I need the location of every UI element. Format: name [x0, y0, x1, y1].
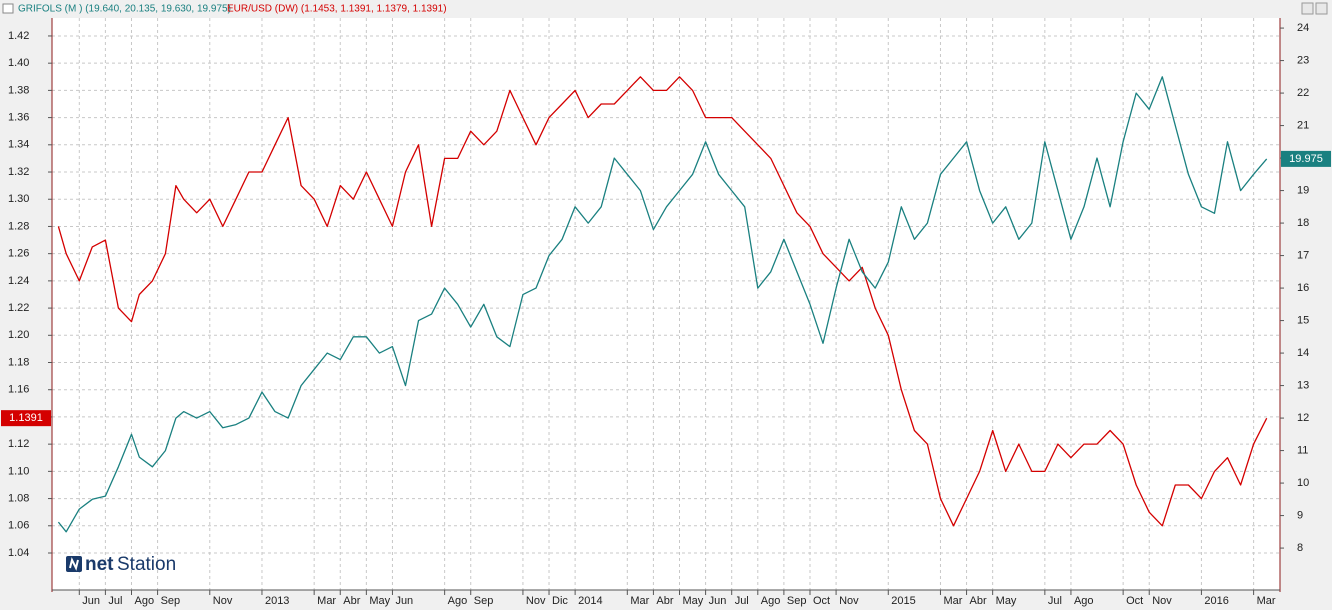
header-bar	[0, 0, 1332, 18]
legend-entry: EUR/USD (DW) (1.1453, 1.1391, 1.1379, 1.…	[227, 4, 447, 15]
x-tick-label: May	[369, 595, 390, 607]
y-tick-label: 1.12	[8, 438, 29, 450]
x-tick-label: Sep	[787, 595, 807, 607]
y-tick-label: 1.40	[8, 57, 29, 69]
y-tick-label: 1.38	[8, 84, 29, 96]
line-series	[57, 76, 1268, 527]
last-value-badge	[1281, 150, 1331, 167]
x-tick-label: Nov	[213, 595, 233, 607]
x-tick-label: Jul	[735, 595, 749, 607]
x-tick-label: May	[996, 595, 1017, 607]
last-value-label: 1.1391	[9, 412, 43, 424]
header-icon	[2, 3, 14, 14]
line-series	[57, 76, 1268, 533]
y2-tick-label: 10	[1297, 477, 1309, 489]
y-tick-label: 1.22	[8, 302, 29, 314]
y2-tick-label: 16	[1297, 282, 1309, 294]
y2-tick-label: 23	[1297, 54, 1309, 66]
y-tick-label: 1.10	[8, 465, 29, 477]
y-tick-label: 1.08	[8, 492, 29, 504]
last-value-label: 19.975	[1289, 153, 1323, 165]
x-tick-label: 2015	[891, 595, 915, 607]
watermark: net Station	[66, 554, 176, 575]
y-tick-label: 1.30	[8, 193, 29, 205]
y2-tick-label: 17	[1297, 249, 1309, 261]
y-tick-label: 1.24	[8, 275, 29, 287]
x-tick-label: Nov	[839, 595, 859, 607]
x-tick-label: Nov	[1152, 595, 1172, 607]
x-tick-label: Jul	[108, 595, 122, 607]
y-tick-label: 1.16	[8, 384, 29, 396]
y-tick-label: 1.32	[8, 166, 29, 178]
y-tick-label: 1.18	[8, 356, 29, 368]
x-tick-label: Mar	[1257, 595, 1276, 607]
x-tick-label: Sep	[161, 595, 181, 607]
x-tick-label: Ago	[134, 595, 154, 607]
x-tick-label: Ago	[1074, 595, 1094, 607]
y-tick-label: 1.04	[8, 547, 29, 559]
x-tick-label: Nov	[526, 595, 546, 607]
x-tick-label: May	[683, 595, 704, 607]
x-tick-label: Sep	[474, 595, 494, 607]
watermark-text: Station	[117, 554, 176, 575]
x-tick-label: Abr	[656, 595, 673, 607]
y-tick-label: 1.26	[8, 248, 29, 260]
y2-tick-label: 15	[1297, 314, 1309, 326]
watermark-icon-glyph	[69, 557, 79, 571]
x-tick-label: Jun	[709, 595, 727, 607]
y-tick-label: 1.42	[8, 30, 29, 42]
y2-tick-label: 18	[1297, 217, 1309, 229]
last-value-badge	[1, 410, 51, 427]
x-tick-label: Jul	[1048, 595, 1062, 607]
x-tick-label: Jun	[395, 595, 413, 607]
toolbar-button[interactable]	[1315, 2, 1328, 15]
y-tick-label: 1.34	[8, 139, 29, 151]
x-tick-label: Abr	[343, 595, 360, 607]
lines	[57, 76, 1268, 533]
watermark-text: net	[85, 554, 114, 575]
y2-tick-label: 13	[1297, 379, 1309, 391]
x-tick-label: Abr	[970, 595, 987, 607]
y2-tick-label: 22	[1297, 87, 1309, 99]
y2-tick-label: 19	[1297, 184, 1309, 196]
x-tick-label: 2013	[265, 595, 289, 607]
y-tick-label: 1.20	[8, 329, 29, 341]
legend-entry: GRIFOLS (M ) (19.640, 20.135, 19.630, 19…	[18, 4, 231, 15]
y-tick-label: 1.36	[8, 112, 29, 124]
y2-tick-label: 8	[1297, 542, 1303, 554]
x-tick-label: Jun	[82, 595, 100, 607]
y2-tick-label: 21	[1297, 119, 1309, 131]
y2-tick-label: 14	[1297, 347, 1309, 359]
x-tick-label: Mar	[630, 595, 649, 607]
y2-tick-label: 12	[1297, 412, 1309, 424]
x-tick-label: 2014	[578, 595, 602, 607]
y-tick-label: 1.06	[8, 520, 29, 532]
y2-tick-label: 11	[1297, 444, 1308, 456]
y-tick-label: 1.28	[8, 220, 29, 232]
x-tick-label: Oct	[813, 595, 830, 607]
y2-tick-label: 9	[1297, 509, 1303, 521]
x-tick-label: Mar	[317, 595, 336, 607]
x-tick-label: Dic	[552, 595, 568, 607]
x-tick-label: Oct	[1126, 595, 1143, 607]
y2-tick-label: 24	[1297, 22, 1309, 34]
x-tick-label: Ago	[761, 595, 781, 607]
toolbar-button[interactable]	[1301, 2, 1314, 15]
x-tick-label: 2016	[1204, 595, 1228, 607]
x-tick-label: Ago	[448, 595, 468, 607]
x-tick-label: Mar	[943, 595, 962, 607]
plot-area	[52, 18, 1280, 590]
